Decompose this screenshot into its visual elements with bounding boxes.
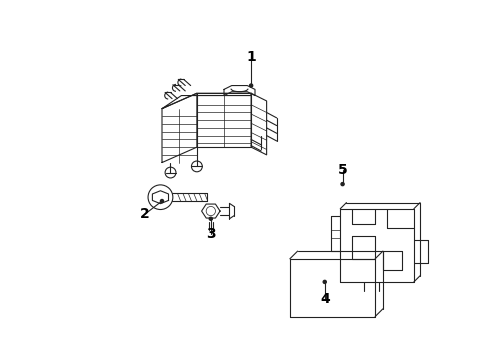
Text: 2: 2 [140,207,150,221]
Circle shape [160,199,164,203]
Text: 3: 3 [206,227,216,241]
Circle shape [323,280,326,283]
Text: 1: 1 [246,50,256,64]
Circle shape [341,183,344,186]
Text: 5: 5 [338,163,347,177]
Text: 4: 4 [320,292,330,306]
Circle shape [209,217,212,220]
Circle shape [249,84,253,87]
